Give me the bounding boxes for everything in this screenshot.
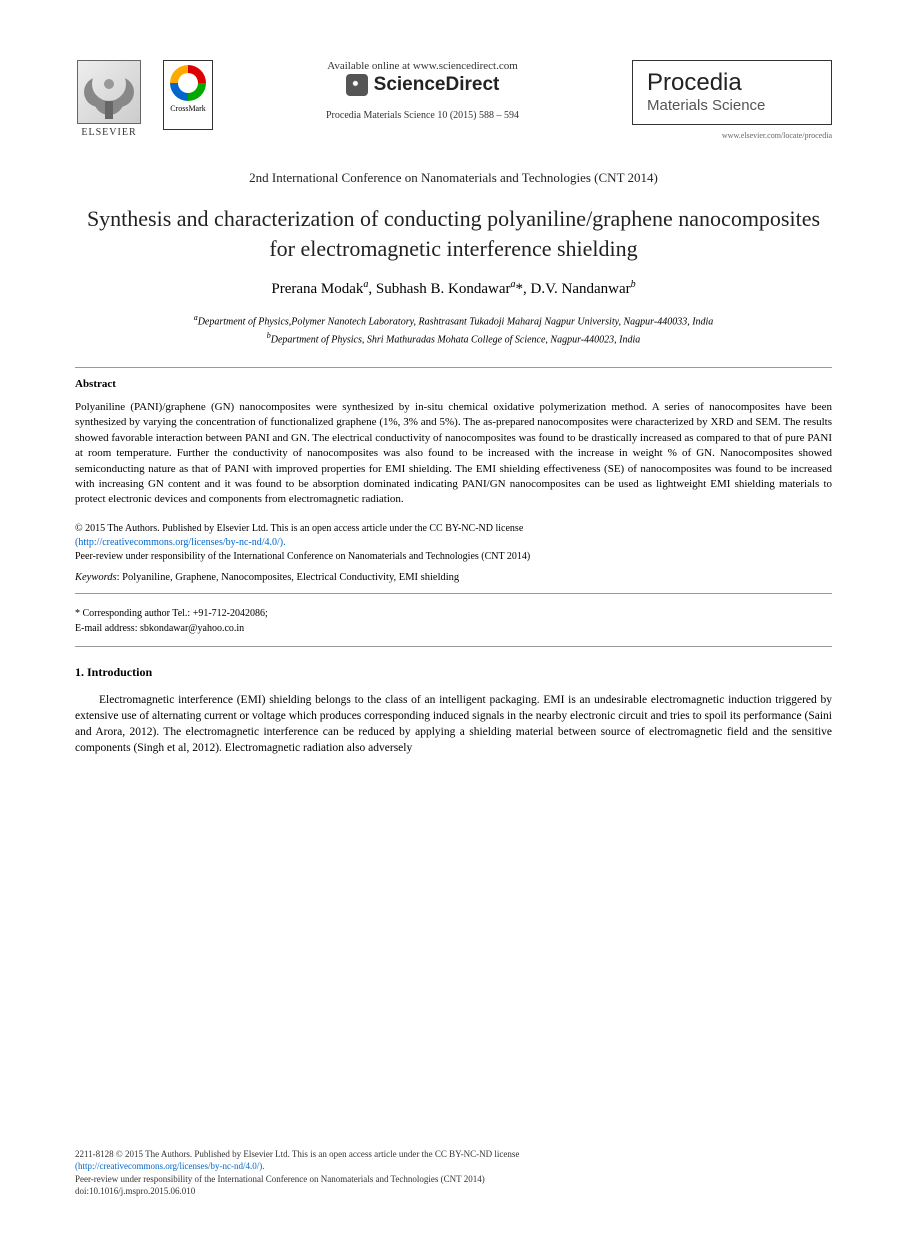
elsevier-label: ELSEVIER <box>81 127 136 138</box>
license-block: © 2015 The Authors. Published by Elsevie… <box>75 522 832 564</box>
footer-doi: doi:10.1016/j.mspro.2015.06.010 <box>75 1186 195 1196</box>
elsevier-tree-icon <box>77 60 141 124</box>
header-left: ELSEVIER CrossMark <box>75 60 213 138</box>
corresponding-author: * Corresponding author Tel.: +91-712-204… <box>75 606 832 636</box>
procedia-subtitle: Materials Science <box>647 97 817 114</box>
keywords-label: Keywords <box>75 572 117 583</box>
article-title: Synthesis and characterization of conduc… <box>75 204 832 263</box>
header-center: Available online at www.sciencedirect.co… <box>213 60 632 121</box>
divider-bottom <box>75 646 832 647</box>
conference-line: 2nd International Conference on Nanomate… <box>75 170 832 186</box>
divider-top <box>75 367 832 368</box>
author-1-sup: a <box>363 279 368 290</box>
crossmark-label: CrossMark <box>170 104 206 113</box>
author-2: Subhash B. Kondawar <box>376 281 511 297</box>
author-2-mark: * <box>516 281 524 297</box>
keywords-text: : Polyaniline, Graphene, Nanocomposites,… <box>117 572 460 583</box>
footer-line2: Peer-review under responsibility of the … <box>75 1174 485 1184</box>
footer-line1: 2211-8128 © 2015 The Authors. Published … <box>75 1149 519 1159</box>
abstract-body: Polyaniline (PANI)/graphene (GN) nanocom… <box>75 400 832 508</box>
intro-body: Electromagnetic interference (EMI) shiel… <box>75 692 832 756</box>
divider-mid <box>75 593 832 594</box>
license-link[interactable]: (http://creativecommons.org/licenses/by-… <box>75 537 286 548</box>
header-row: ELSEVIER CrossMark Available online at w… <box>75 60 832 140</box>
crossmark-badge[interactable]: CrossMark <box>163 60 213 130</box>
available-online-text: Available online at www.sciencedirect.co… <box>233 60 612 72</box>
author-1: Prerana Modak <box>271 281 363 297</box>
sciencedirect-icon <box>346 74 368 96</box>
license-line1: © 2015 The Authors. Published by Elsevie… <box>75 523 523 534</box>
affiliations: aDepartment of Physics,Polymer Nanotech … <box>75 312 832 347</box>
corresponding-line1: * Corresponding author Tel.: +91-712-204… <box>75 608 268 619</box>
abstract-heading: Abstract <box>75 378 832 390</box>
affil-b-text: Department of Physics, Shri Mathuradas M… <box>271 334 640 345</box>
keywords-line: Keywords: Polyaniline, Graphene, Nanocom… <box>75 572 832 583</box>
elsevier-logo: ELSEVIER <box>75 60 143 138</box>
intro-heading: 1. Introduction <box>75 665 832 680</box>
procedia-title: Procedia <box>647 71 817 95</box>
footer-link[interactable]: (http://creativecommons.org/licenses/by-… <box>75 1161 265 1171</box>
sciencedirect-logo: ScienceDirect <box>233 74 612 96</box>
license-line2: Peer-review under responsibility of the … <box>75 551 530 562</box>
corresponding-line2: E-mail address: sbkondawar@yahoo.co.in <box>75 623 244 634</box>
authors-line: Prerana Modaka, Subhash B. Kondawara*, D… <box>75 279 832 298</box>
crossmark-icon <box>170 65 206 101</box>
procedia-url[interactable]: www.elsevier.com/locate/procedia <box>632 131 832 140</box>
citation-text: Procedia Materials Science 10 (2015) 588… <box>233 110 612 121</box>
header-right: Procedia Materials Science www.elsevier.… <box>632 60 832 140</box>
author-3-sup: b <box>631 279 636 290</box>
author-3: D.V. Nandanwar <box>531 281 631 297</box>
affil-a-text: Department of Physics,Polymer Nanotech L… <box>198 317 714 328</box>
sciencedirect-text: ScienceDirect <box>374 74 500 96</box>
procedia-box: Procedia Materials Science <box>632 60 832 125</box>
footer-block: 2211-8128 © 2015 The Authors. Published … <box>75 1148 832 1198</box>
